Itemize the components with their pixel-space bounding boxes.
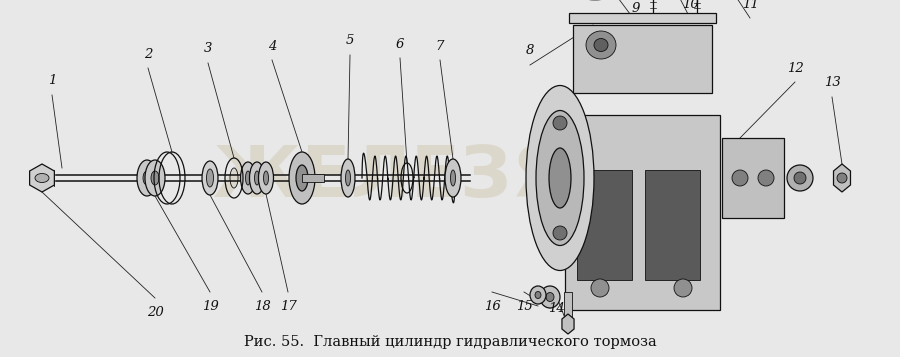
Text: 1: 1 xyxy=(48,75,56,87)
Ellipse shape xyxy=(536,111,584,246)
Ellipse shape xyxy=(549,148,571,208)
Ellipse shape xyxy=(526,85,594,271)
Ellipse shape xyxy=(594,39,608,51)
Ellipse shape xyxy=(553,226,567,240)
Polygon shape xyxy=(833,164,850,192)
Ellipse shape xyxy=(674,279,692,297)
Ellipse shape xyxy=(143,171,151,185)
Text: 19: 19 xyxy=(202,300,219,312)
Text: 7: 7 xyxy=(436,40,445,52)
Ellipse shape xyxy=(794,172,806,184)
Ellipse shape xyxy=(264,171,268,185)
Text: 12: 12 xyxy=(787,61,804,75)
Text: 13: 13 xyxy=(824,76,841,90)
Text: Рис. 55.  Главный цилиндр гидравлического тормоза: Рис. 55. Главный цилиндр гидравлического… xyxy=(244,335,656,349)
Ellipse shape xyxy=(240,162,256,194)
Bar xyxy=(565,115,720,310)
Ellipse shape xyxy=(296,165,308,191)
Ellipse shape xyxy=(202,161,218,195)
Ellipse shape xyxy=(535,292,541,298)
Text: 3: 3 xyxy=(203,42,212,55)
Text: 11: 11 xyxy=(742,0,759,10)
Ellipse shape xyxy=(540,286,560,308)
Ellipse shape xyxy=(341,159,355,197)
Ellipse shape xyxy=(258,162,274,194)
Ellipse shape xyxy=(35,174,49,182)
Ellipse shape xyxy=(530,286,546,304)
Ellipse shape xyxy=(249,162,265,194)
Text: 20: 20 xyxy=(147,306,164,318)
Text: 5: 5 xyxy=(346,35,355,47)
Ellipse shape xyxy=(246,171,250,185)
Text: 16: 16 xyxy=(483,300,500,312)
Text: 18: 18 xyxy=(254,300,270,312)
Ellipse shape xyxy=(732,170,748,186)
Bar xyxy=(722,138,784,218)
Ellipse shape xyxy=(553,116,567,130)
Ellipse shape xyxy=(837,173,847,183)
Text: 6: 6 xyxy=(396,37,404,50)
Text: 2: 2 xyxy=(144,47,152,60)
Ellipse shape xyxy=(546,292,554,302)
Bar xyxy=(564,292,572,324)
Ellipse shape xyxy=(346,170,350,186)
Ellipse shape xyxy=(145,160,165,196)
Text: 10: 10 xyxy=(681,0,698,10)
Ellipse shape xyxy=(137,160,157,196)
Bar xyxy=(569,13,716,23)
Bar xyxy=(573,25,712,93)
Bar xyxy=(302,174,324,182)
Polygon shape xyxy=(30,164,54,192)
Text: ЖЕЛЕЗЯКИ: ЖЕЛЕЗЯКИ xyxy=(213,144,687,212)
Ellipse shape xyxy=(206,169,213,187)
Text: 8: 8 xyxy=(526,45,535,57)
Text: 15: 15 xyxy=(516,300,533,312)
Ellipse shape xyxy=(586,31,616,59)
Ellipse shape xyxy=(151,171,159,185)
Polygon shape xyxy=(562,314,574,334)
Ellipse shape xyxy=(289,152,315,204)
Text: 14: 14 xyxy=(547,302,564,316)
Ellipse shape xyxy=(451,170,455,186)
Ellipse shape xyxy=(445,159,461,197)
Ellipse shape xyxy=(255,171,259,185)
Ellipse shape xyxy=(591,279,609,297)
Ellipse shape xyxy=(787,165,813,191)
Text: 9: 9 xyxy=(632,1,640,15)
Bar xyxy=(645,170,700,280)
Text: 17: 17 xyxy=(280,300,296,312)
Ellipse shape xyxy=(758,170,774,186)
Text: 4: 4 xyxy=(268,40,276,52)
Bar xyxy=(577,170,632,280)
